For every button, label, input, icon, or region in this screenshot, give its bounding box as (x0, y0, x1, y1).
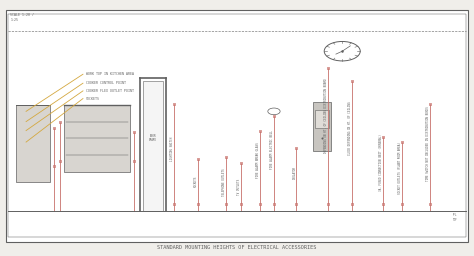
Text: FFL
TOP: FFL TOP (453, 213, 457, 222)
Text: TIME SWITCH NOT INCLUDED IN DISTRIBUTION BOXES: TIME SWITCH NOT INCLUDED IN DISTRIBUTION… (427, 106, 430, 181)
Text: DEPENDING ON HT. OF CEILING DISTRIBUTION BOARD: DEPENDING ON HT. OF CEILING DISTRIBUTION… (324, 78, 328, 153)
Text: ISOLATOR: ISOLATOR (292, 166, 296, 179)
Text: COOKER CONTROL POINT: COOKER CONTROL POINT (86, 81, 126, 85)
Bar (16, 105, 50, 182)
Text: CLOCK DEPENDING ON HT. OF CEILING: CLOCK DEPENDING ON HT. OF CEILING (348, 101, 352, 155)
Text: 1:25: 1:25 (10, 18, 18, 22)
Text: STANDARD MOUNTING HEIGHTS OF ELECTRICAL ACCESSORIES: STANDARD MOUNTING HEIGHTS OF ELECTRICAL … (157, 244, 317, 250)
Text: SOCKETS: SOCKETS (194, 176, 198, 187)
Text: WORK TOP IN KITCHEN AREA: WORK TOP IN KITCHEN AREA (86, 72, 134, 76)
Text: SOCKETS: SOCKETS (86, 97, 100, 101)
Text: SCALE 1:20 /: SCALE 1:20 / (10, 13, 35, 17)
Text: TELEPHONE OUTLETS: TELEPHONE OUTLETS (222, 168, 226, 196)
Text: 3A. FUSED CONNECTION UNIT (GENERAL): 3A. FUSED CONNECTION UNIT (GENERAL) (379, 134, 383, 191)
Bar (143, 81, 163, 211)
Bar (313, 102, 331, 151)
Text: FIRE ALARM ELECTRIC BELL: FIRE ALARM ELECTRIC BELL (270, 130, 274, 169)
Bar (8, 14, 466, 237)
Text: TV OUTLETS: TV OUTLETS (237, 179, 241, 195)
Text: FIRE ALARM BREAK GLASS: FIRE ALARM BREAK GLASS (256, 142, 260, 178)
Bar (64, 105, 130, 172)
Text: COOKER FLEX OUTLET POINT: COOKER FLEX OUTLET POINT (86, 89, 134, 93)
Bar (315, 110, 329, 128)
Text: LIGHTING SWITCH: LIGHTING SWITCH (171, 136, 174, 161)
Text: DOOR
FRAME: DOOR FRAME (149, 134, 157, 142)
Text: SOCKET OUTLETS (PLANT ROOM AREA): SOCKET OUTLETS (PLANT ROOM AREA) (398, 142, 402, 194)
